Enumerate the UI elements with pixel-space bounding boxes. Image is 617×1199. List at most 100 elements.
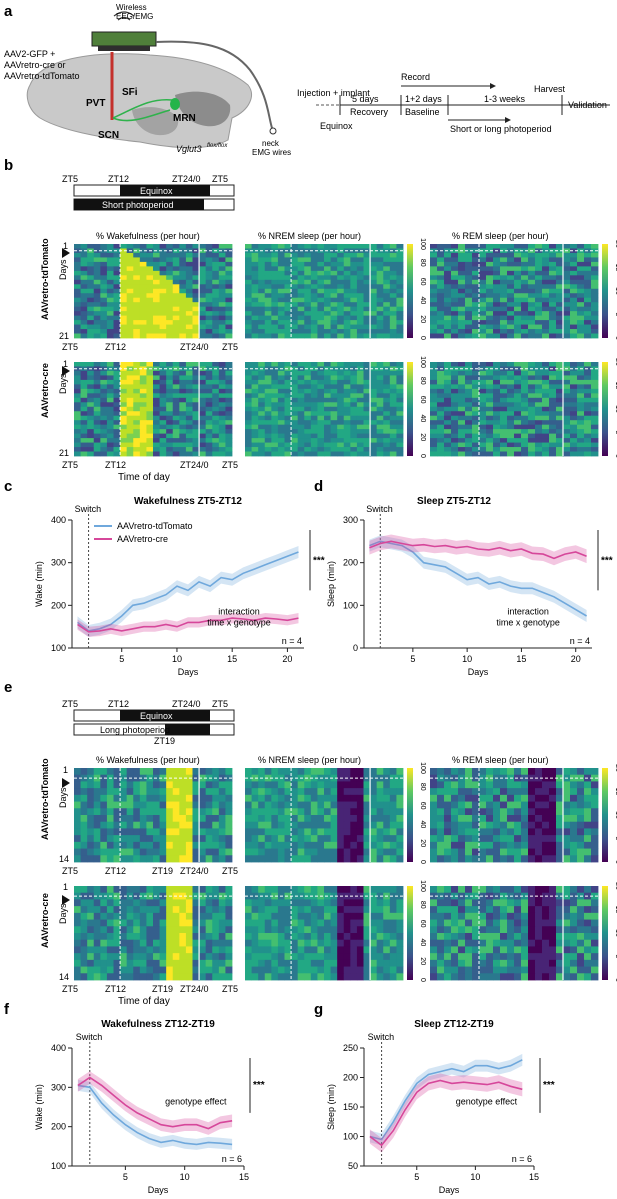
heatmap-cell — [179, 438, 187, 443]
heatmap-cell — [113, 933, 121, 941]
heatmap-cell — [570, 244, 578, 249]
heatmap-cell — [584, 855, 592, 863]
heatmap-cell — [472, 279, 480, 285]
heatmap-cell — [166, 966, 174, 974]
heatmap-cell — [153, 362, 160, 367]
heatmap-cell — [80, 315, 88, 321]
heatmap-cell — [172, 324, 180, 330]
heatmap-cell — [277, 926, 285, 934]
heatmap-cell — [535, 886, 543, 894]
heatmap-cell — [74, 384, 81, 390]
heatmap-cell — [330, 279, 338, 285]
heatmap-cell — [528, 433, 536, 439]
heatmap-cell — [304, 370, 312, 376]
heatmap-cell — [277, 886, 285, 894]
heatmap-cell — [383, 801, 391, 809]
heatmap-cell — [521, 370, 529, 376]
heatmap-cell — [153, 841, 160, 849]
colorbar-label: 40 — [419, 821, 426, 829]
heatmap-cell — [146, 886, 154, 894]
heatmap-cell — [166, 781, 174, 789]
heatmap-cell — [291, 781, 299, 789]
heatmap-cell — [251, 257, 259, 263]
heatmap-cell — [153, 781, 160, 789]
heatmap-cell — [486, 906, 494, 914]
heatmap-cell — [396, 886, 404, 894]
heatmap-cell — [172, 768, 180, 776]
heatmap-cell — [205, 252, 213, 258]
heatmap-cell — [146, 388, 154, 394]
heatmap-cell — [277, 447, 285, 452]
heatmap-cell — [493, 266, 501, 272]
heatmap-cell — [166, 288, 174, 294]
heatmap-cell — [80, 302, 88, 308]
heatmap-cell — [389, 442, 397, 448]
heatmap-cell — [343, 933, 351, 941]
heatmap-cell — [389, 320, 397, 325]
heatmap-cell — [172, 828, 180, 836]
heatmap-cell — [528, 781, 536, 789]
heatmap-cell — [297, 424, 305, 430]
heatmap-cell — [472, 324, 480, 330]
heatmap-cell — [549, 794, 557, 802]
heatmap-cell — [521, 424, 529, 430]
heatmap-cell — [304, 953, 312, 961]
heatmap-cell — [451, 379, 459, 385]
heatmap-cell — [159, 366, 167, 372]
heatmap-cell — [493, 433, 501, 439]
heatmap-cell — [472, 266, 480, 272]
heatmap-cell — [451, 311, 459, 317]
heatmap-cell — [271, 411, 279, 417]
heatmap-cell — [465, 362, 473, 367]
heatmap-cell — [179, 252, 187, 258]
heatmap-cell — [113, 362, 121, 367]
heatmap-cell — [146, 926, 154, 934]
heatmap-cell — [430, 329, 438, 334]
virus-line-2: AAVretro-cre or — [4, 60, 66, 70]
heatmap-cell — [500, 402, 508, 408]
heatmap-cell — [383, 433, 391, 439]
heatmap-cell — [535, 768, 543, 776]
heatmap-cell — [218, 252, 226, 258]
heatmap-cell — [264, 244, 272, 249]
heatmap-cell — [591, 275, 599, 281]
heatmap-cell — [451, 293, 459, 299]
heatmap-cell — [363, 311, 371, 317]
heatmap-cell — [350, 406, 358, 412]
heatmap-cell — [486, 411, 494, 417]
colorbar-label: 100 — [419, 356, 426, 368]
heatmap-cell — [245, 966, 252, 974]
heatmap-cell — [570, 362, 578, 367]
heatmap-cell — [430, 855, 438, 863]
heatmap-cell — [304, 379, 312, 385]
heatmap-cell — [521, 379, 529, 385]
heatmap-cell — [297, 393, 305, 399]
heatmap-cell — [458, 402, 466, 408]
heatmap-cell — [113, 946, 121, 954]
heatmap-cell — [356, 447, 364, 452]
colorbar-b1b: 20151050 — [602, 358, 617, 458]
heatmap-cell — [100, 270, 108, 276]
heatmap-cell — [549, 370, 557, 376]
heatmap-cell — [80, 384, 88, 390]
heatmap-cell — [363, 788, 371, 796]
heatmap-cell — [507, 315, 515, 321]
colorbar-label: 15 — [614, 382, 617, 390]
heatmap-cell — [570, 406, 578, 412]
heatmap-cell — [146, 794, 154, 802]
heatmap-cell — [192, 959, 200, 967]
heatmap-cell — [570, 912, 578, 920]
heatmap-cell — [199, 899, 207, 907]
heatmap-cell — [356, 451, 364, 457]
heatmap-cell — [577, 279, 585, 285]
heatmap-cell — [192, 279, 200, 285]
heatmap-cell — [100, 397, 108, 403]
heatmap-cell — [205, 781, 213, 789]
heatmap-cell — [106, 933, 114, 941]
heatmap-cell — [87, 828, 95, 836]
heatmap-cell — [389, 424, 397, 430]
heatmap-cell — [370, 402, 378, 408]
colorbar-label: 20 — [614, 240, 617, 248]
heatmap-cell — [549, 275, 557, 281]
heatmap-cell — [192, 886, 200, 894]
